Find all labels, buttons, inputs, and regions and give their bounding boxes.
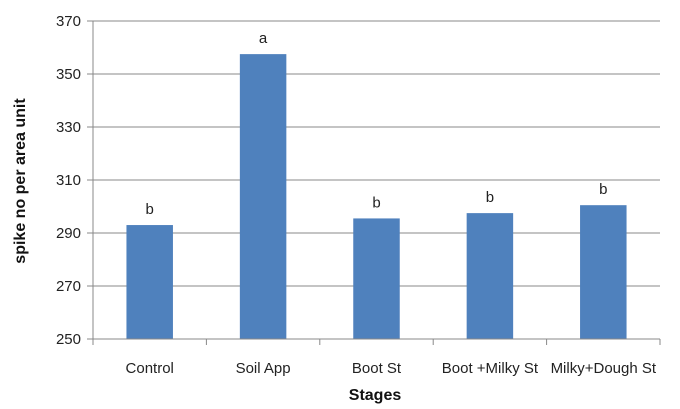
bar bbox=[239, 54, 287, 339]
bar bbox=[353, 218, 400, 339]
y-tick-label: 330 bbox=[56, 119, 81, 136]
y-tick-label: 250 bbox=[56, 331, 81, 348]
bars bbox=[126, 54, 627, 339]
x-axis-title: Stages bbox=[349, 387, 402, 404]
y-tick-label: 350 bbox=[56, 66, 81, 83]
bar bbox=[126, 225, 173, 339]
data-label: a bbox=[259, 30, 268, 47]
x-tick-label: Boot St bbox=[352, 360, 402, 377]
x-tick-label: Soil App bbox=[236, 360, 291, 377]
data-label: b bbox=[372, 194, 380, 211]
bar bbox=[466, 213, 514, 339]
y-tick-label: 370 bbox=[56, 13, 81, 30]
y-tick-label: 310 bbox=[56, 172, 81, 189]
bar bbox=[580, 205, 627, 339]
data-label: b bbox=[486, 189, 494, 206]
x-tick-label: Milky+Dough St bbox=[551, 360, 657, 377]
x-tick-label: Boot +Milky St bbox=[442, 360, 539, 377]
axes bbox=[87, 20, 661, 345]
x-tick-label: Control bbox=[126, 360, 174, 377]
y-tick-label: 270 bbox=[56, 278, 81, 295]
data-label: b bbox=[599, 181, 607, 198]
y-tick-label: 290 bbox=[56, 225, 81, 242]
y-axis-title: spike no per area unit bbox=[12, 98, 29, 264]
data-label: b bbox=[146, 201, 154, 218]
labels: 250 270 290 310 330 350 370 b Control a Soil App b B… bbox=[56, 13, 657, 377]
